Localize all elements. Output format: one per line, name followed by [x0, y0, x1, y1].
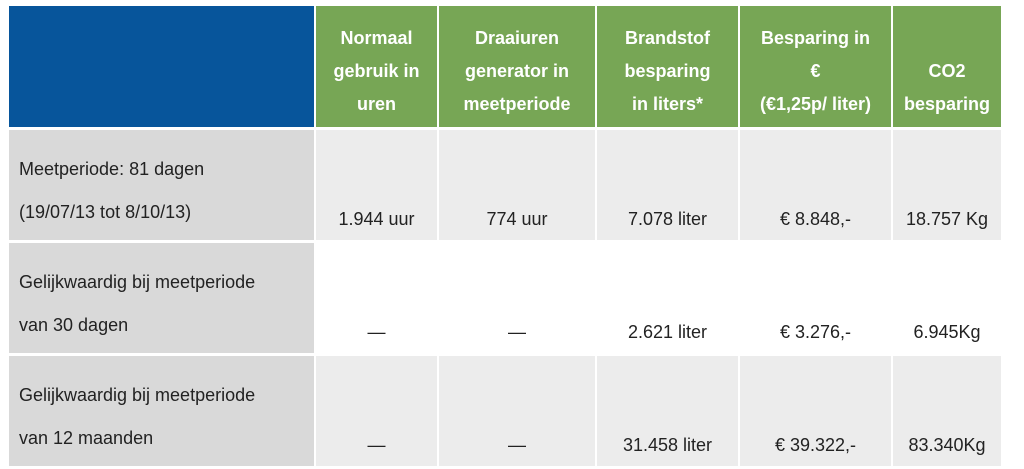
- cell-co2: 83.340Kg: [892, 354, 1001, 469]
- header-draaiuren: Draaiuren generator in meetperiode: [438, 6, 597, 130]
- cell-normaal-gebruik: —: [315, 354, 439, 469]
- row-label: Gelijkwaardig bij meetperiode van 30 dag…: [9, 241, 316, 356]
- cell-co2: 6.945Kg: [892, 241, 1001, 356]
- cell-draaiuren: 774 uur: [438, 128, 597, 243]
- cell-besparing-euro: € 8.848,-: [739, 128, 893, 243]
- header-corner: [9, 6, 316, 130]
- cell-co2: 18.757 Kg: [892, 128, 1001, 243]
- cell-brandstof: 7.078 liter: [596, 128, 740, 243]
- savings-table: Normaal gebruik in uren Draaiuren genera…: [9, 6, 1001, 469]
- header-brandstof-besparing: Brandstof besparing in liters*: [596, 6, 740, 130]
- cell-normaal-gebruik: 1.944 uur: [315, 128, 439, 243]
- row-label: Gelijkwaardig bij meetperiode van 12 maa…: [9, 354, 316, 469]
- table-row: Meetperiode: 81 dagen (19/07/13 tot 8/10…: [9, 128, 1001, 243]
- header-co2-besparing: CO2 besparing: [892, 6, 1001, 130]
- cell-draaiuren: —: [438, 354, 597, 469]
- cell-brandstof: 31.458 liter: [596, 354, 740, 469]
- header-row: Normaal gebruik in uren Draaiuren genera…: [9, 6, 1001, 130]
- cell-brandstof: 2.621 liter: [596, 241, 740, 356]
- header-besparing-euro: Besparing in € (€1,25p/ liter): [739, 6, 893, 130]
- row-label: Meetperiode: 81 dagen (19/07/13 tot 8/10…: [9, 128, 316, 243]
- cell-besparing-euro: € 3.276,-: [739, 241, 893, 356]
- table-row: Gelijkwaardig bij meetperiode van 30 dag…: [9, 241, 1001, 356]
- header-normaal-gebruik: Normaal gebruik in uren: [315, 6, 439, 130]
- table-row: Gelijkwaardig bij meetperiode van 12 maa…: [9, 354, 1001, 469]
- cell-normaal-gebruik: —: [315, 241, 439, 356]
- cell-besparing-euro: € 39.322,-: [739, 354, 893, 469]
- cell-draaiuren: —: [438, 241, 597, 356]
